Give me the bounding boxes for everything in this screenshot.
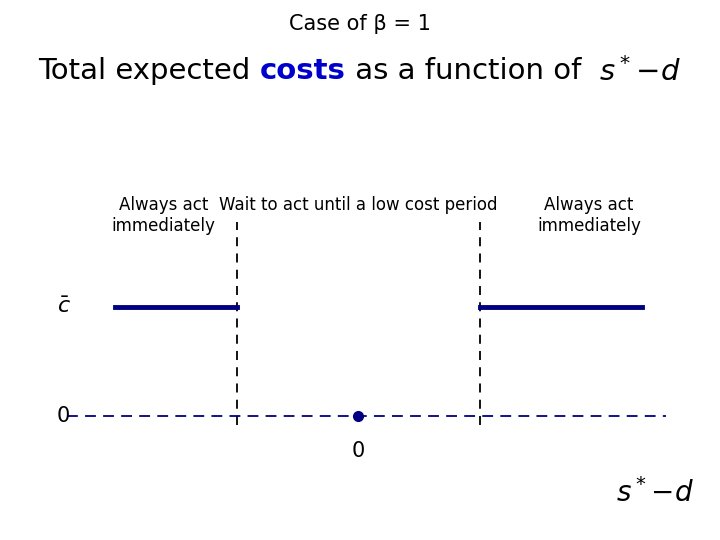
Text: $s^*\!-\!d$: $s^*\!-\!d$ [616,478,694,508]
Text: Always act
immediately: Always act immediately [112,196,216,234]
Text: 0: 0 [57,406,70,426]
Text: 0: 0 [351,441,365,461]
Text: as a function of: as a function of [346,57,600,85]
Text: Total expected: Total expected [38,57,260,85]
Text: Always act
immediately: Always act immediately [537,196,641,234]
Text: Case of β = 1: Case of β = 1 [289,14,431,33]
Text: Wait to act until a low cost period: Wait to act until a low cost period [219,196,498,214]
Text: costs: costs [260,57,346,85]
Text: $s^*\!-\!d$: $s^*\!-\!d$ [600,57,682,86]
Text: $\bar{c}$: $\bar{c}$ [57,296,71,317]
